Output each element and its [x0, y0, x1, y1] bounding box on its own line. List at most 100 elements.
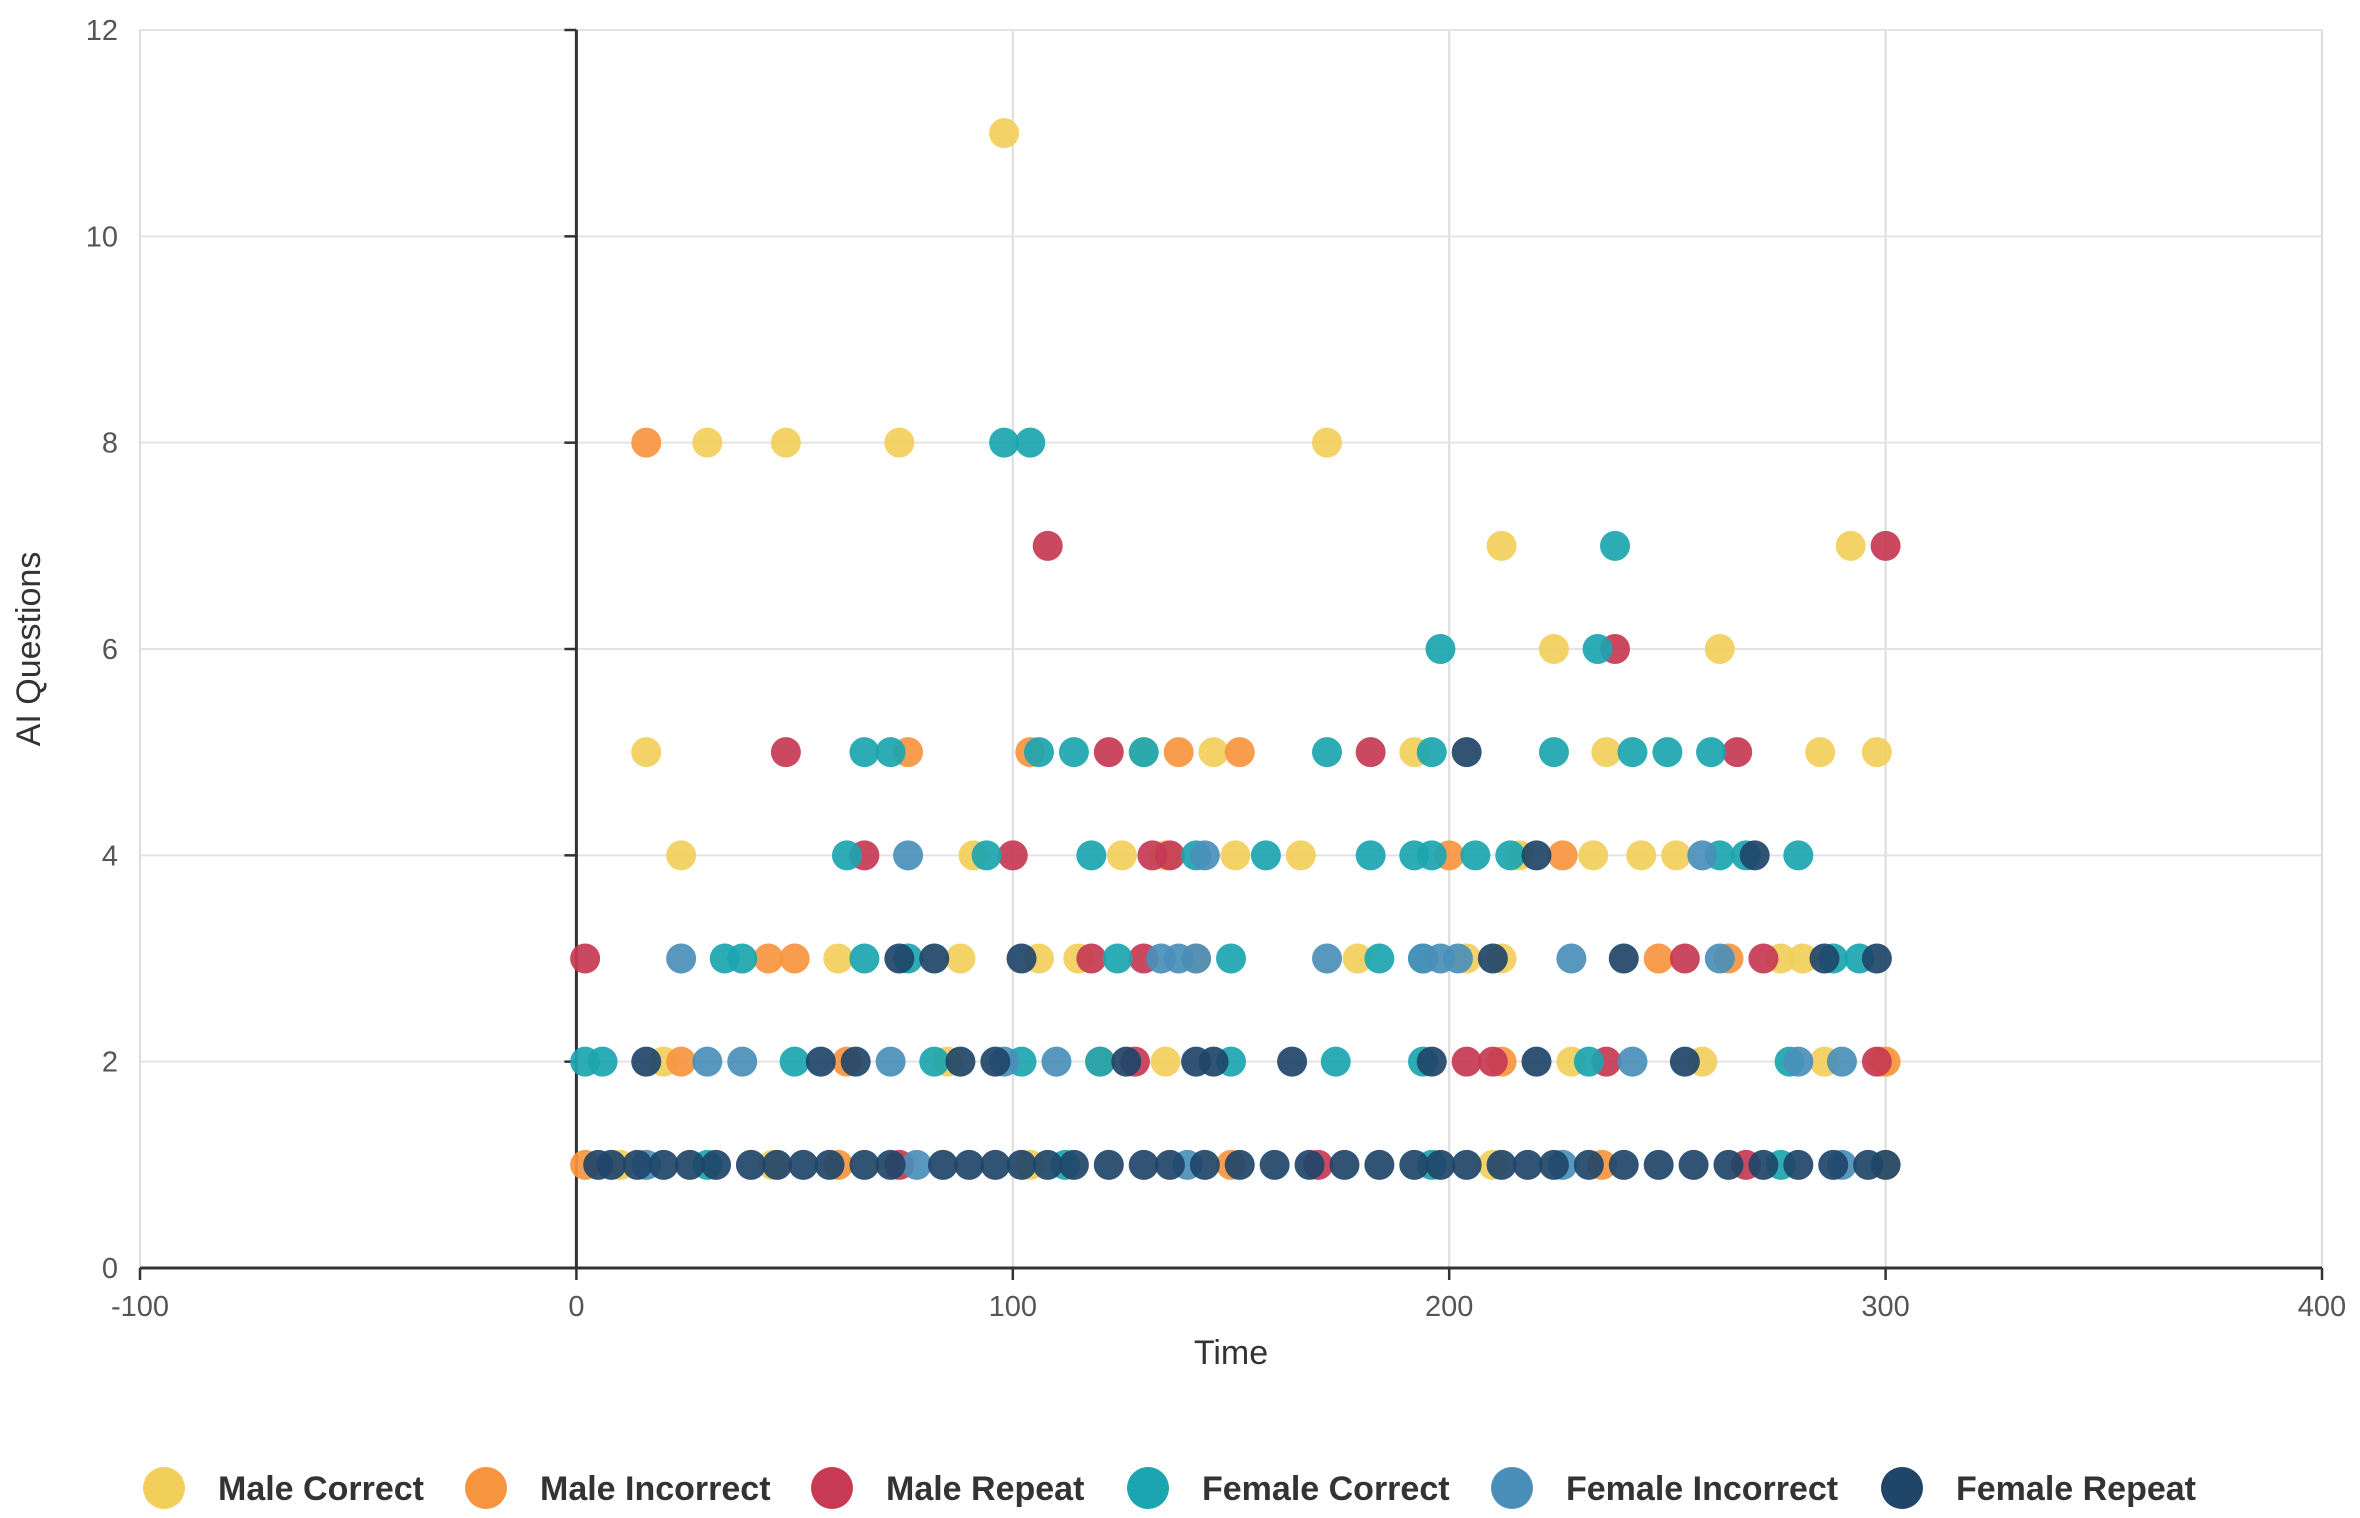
- point-female-repeat: [980, 1046, 1011, 1077]
- legend-marker: [811, 1467, 853, 1509]
- point-female-repeat: [954, 1149, 985, 1180]
- point-male-repeat: [1861, 1046, 1892, 1077]
- point-female-repeat: [1608, 943, 1639, 974]
- point-female-repeat: [1425, 1149, 1456, 1180]
- point-male-correct: [1787, 943, 1818, 974]
- point-male-correct: [770, 427, 801, 458]
- grid-lines: [139, 29, 2323, 1268]
- point-male-incorrect: [1163, 737, 1194, 768]
- point-female-correct: [1696, 737, 1727, 768]
- point-female-repeat: [1451, 737, 1482, 768]
- y-tick-label: 10: [86, 221, 118, 253]
- point-female-incorrect: [875, 1046, 906, 1077]
- point-female-repeat: [1512, 1149, 1543, 1180]
- point-male-correct: [945, 943, 976, 974]
- point-female-correct: [989, 427, 1020, 458]
- point-female-repeat: [1451, 1149, 1482, 1180]
- point-female-repeat: [875, 1149, 906, 1180]
- point-male-incorrect: [753, 943, 784, 974]
- x-tick-label: 0: [568, 1291, 584, 1323]
- point-male-repeat: [1722, 737, 1753, 768]
- point-male-repeat: [1154, 840, 1185, 871]
- point-male-correct: [1198, 737, 1229, 768]
- point-male-correct: [1150, 1046, 1181, 1077]
- point-female-repeat: [762, 1149, 793, 1180]
- point-female-correct: [779, 1046, 810, 1077]
- point-female-repeat: [1364, 1149, 1395, 1180]
- point-female-repeat: [1870, 1149, 1901, 1180]
- point-female-repeat: [1608, 1149, 1639, 1180]
- point-female-repeat: [980, 1149, 1011, 1180]
- point-female-repeat: [1006, 1149, 1037, 1180]
- y-tick-label: 12: [86, 15, 118, 47]
- data-points: [570, 118, 1901, 1180]
- point-male-repeat: [1093, 737, 1124, 768]
- point-female-correct: [1250, 840, 1281, 871]
- x-tick-label: 200: [1425, 1291, 1473, 1323]
- x-tick-label: 100: [989, 1291, 1037, 1323]
- point-female-correct: [849, 943, 880, 974]
- legend: Male Correct Male Incorrect Male Repeat Fem…: [143, 1467, 2196, 1509]
- point-female-repeat: [840, 1046, 871, 1077]
- legend-label: Male Incorrect: [540, 1470, 771, 1508]
- point-female-correct: [971, 840, 1002, 871]
- point-female-repeat: [596, 1149, 627, 1180]
- point-female-correct: [1128, 737, 1159, 768]
- point-male-incorrect: [1643, 943, 1674, 974]
- legend-marker: [465, 1467, 507, 1509]
- point-male-incorrect: [666, 1046, 697, 1077]
- point-male-correct: [823, 943, 854, 974]
- point-male-repeat: [770, 737, 801, 768]
- point-female-repeat: [1277, 1046, 1308, 1077]
- point-male-incorrect: [631, 427, 662, 458]
- point-female-repeat: [814, 1149, 845, 1180]
- point-male-repeat: [1669, 943, 1700, 974]
- point-female-repeat: [1189, 1149, 1220, 1180]
- point-female-repeat: [1783, 1149, 1814, 1180]
- point-female-repeat: [1329, 1149, 1360, 1180]
- point-male-repeat: [997, 840, 1028, 871]
- legend-marker: [1881, 1467, 1923, 1509]
- point-female-incorrect: [1826, 1046, 1857, 1077]
- point-female-repeat: [622, 1149, 653, 1180]
- point-female-correct: [1495, 840, 1526, 871]
- point-female-incorrect: [1556, 943, 1587, 974]
- point-male-repeat: [570, 943, 601, 974]
- point-female-repeat: [788, 1149, 819, 1180]
- point-male-correct: [1626, 840, 1657, 871]
- point-female-repeat: [1058, 1149, 1089, 1180]
- point-female-correct: [1085, 1046, 1116, 1077]
- y-tick-label: 6: [102, 634, 118, 666]
- point-female-correct: [831, 840, 862, 871]
- y-tick-label: 4: [102, 840, 118, 872]
- point-female-repeat: [1573, 1149, 1604, 1180]
- point-female-incorrect: [1181, 943, 1212, 974]
- point-male-correct: [631, 737, 662, 768]
- point-female-repeat: [919, 943, 950, 974]
- point-female-repeat: [1669, 1046, 1700, 1077]
- point-female-correct: [587, 1046, 618, 1077]
- point-male-correct: [1285, 840, 1316, 871]
- point-male-correct: [989, 118, 1020, 149]
- point-female-repeat: [1294, 1149, 1325, 1180]
- point-male-incorrect: [1547, 840, 1578, 871]
- point-male-correct: [1106, 840, 1137, 871]
- point-female-repeat: [1198, 1046, 1229, 1077]
- point-female-repeat: [1713, 1149, 1744, 1180]
- legend-label: Female Incorrect: [1566, 1470, 1838, 1508]
- point-male-repeat: [1076, 943, 1107, 974]
- y-tick-labels: 0 2 4 6 8 10 12: [86, 15, 118, 1285]
- y-tick-label: 2: [102, 1047, 118, 1079]
- point-female-incorrect: [1687, 840, 1718, 871]
- point-female-repeat: [1032, 1149, 1063, 1180]
- point-female-repeat: [1521, 840, 1552, 871]
- point-male-incorrect: [1224, 737, 1255, 768]
- point-female-repeat: [1093, 1149, 1124, 1180]
- point-female-repeat: [1538, 1149, 1569, 1180]
- point-male-repeat: [1870, 530, 1901, 561]
- point-male-correct: [884, 427, 915, 458]
- point-female-repeat: [1224, 1149, 1255, 1180]
- point-female-repeat: [1128, 1149, 1159, 1180]
- point-female-repeat: [927, 1149, 958, 1180]
